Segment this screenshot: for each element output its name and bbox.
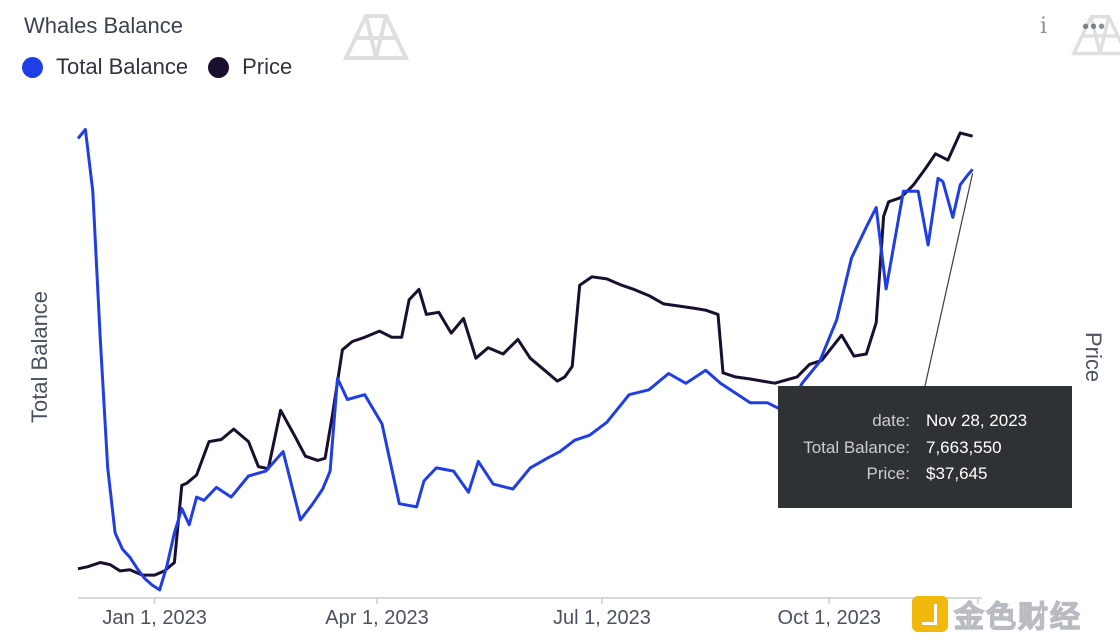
chart-title: Whales Balance	[24, 13, 183, 38]
legend-dot-total-balance	[22, 56, 43, 78]
jinse-watermark: 金色财经	[912, 592, 1082, 636]
legend-item-total-balance[interactable]: Total Balance	[22, 54, 188, 80]
x-tick-label: Jan 1, 2023	[102, 607, 207, 629]
series-line-price[interactable]	[77, 131, 973, 577]
tooltip-value: Nov 28, 2023	[926, 411, 1028, 430]
tooltip-row-total-balance: Total Balance: 7,663,550	[778, 438, 1072, 462]
tooltip-row-date: date: Nov 28, 2023	[778, 411, 1072, 435]
tooltip-key: Price:	[866, 464, 910, 483]
series-line-total-balance[interactable]	[76, 128, 974, 592]
legend-label-total-balance: Total Balance	[56, 54, 189, 79]
x-tick-label: Oct 1, 2023	[778, 607, 881, 629]
theblock-logo-watermark	[1070, 15, 1120, 56]
x-tick-label: Apr 1, 2023	[325, 607, 428, 629]
theblock-logo-watermark	[342, 14, 410, 60]
tooltip: date: Nov 28, 2023 Total Balance: 7,663,…	[778, 386, 1072, 508]
tooltip-value: $37,645	[926, 464, 988, 483]
info-icon[interactable]: i	[1040, 14, 1048, 39]
legend-dot-price	[208, 56, 230, 78]
kebab-menu-icon[interactable]: •••	[1082, 16, 1107, 38]
tooltip-key: Total Balance:	[803, 438, 910, 457]
jinse-watermark-text: 金色财经	[953, 599, 1082, 635]
tooltip-key: date:	[872, 411, 910, 430]
tooltip-value: 7,663,550	[926, 438, 1002, 457]
legend-label-price: Price	[242, 54, 293, 79]
tooltip-row-price: Price: $37,645	[778, 464, 1072, 488]
legend: Total Balance Price	[22, 54, 312, 80]
tooltip-leader-line	[924, 173, 974, 387]
legend-item-price[interactable]: Price	[208, 54, 292, 80]
jinse-logo-icon	[912, 596, 948, 632]
x-tick-label: Jul 1, 2023	[553, 607, 651, 629]
